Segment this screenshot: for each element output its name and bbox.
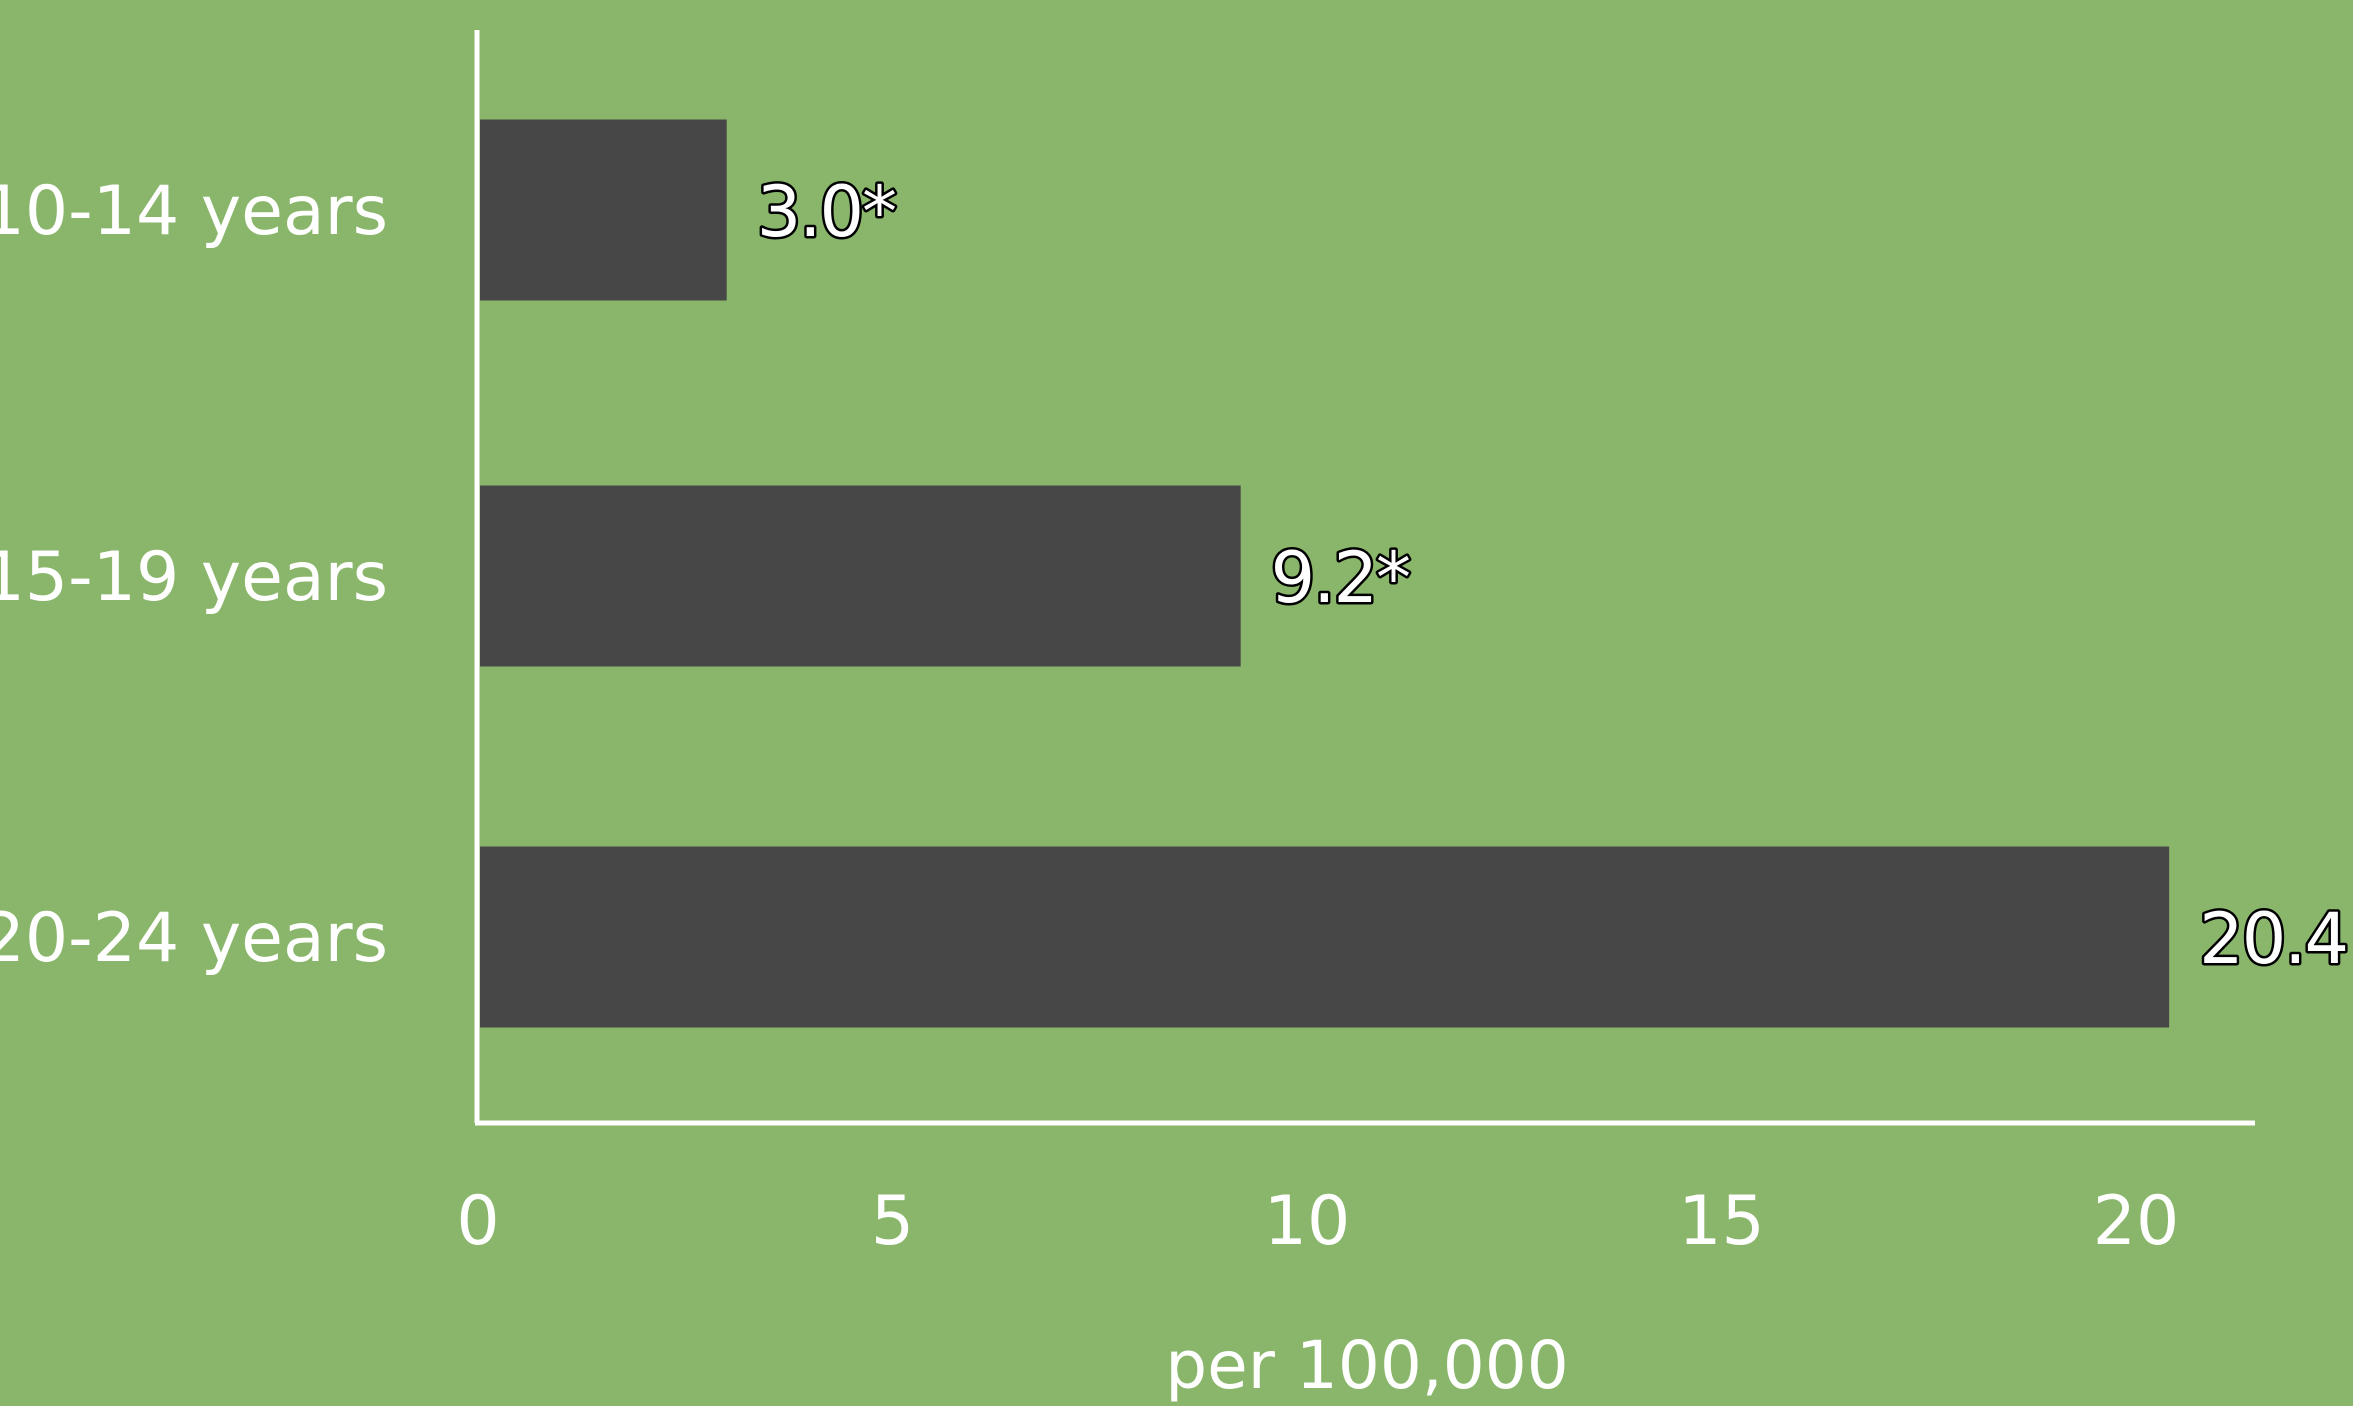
x-tick-label: 5 <box>871 1182 914 1261</box>
value-label: 3.0* <box>757 171 895 253</box>
x-tick-label: 20 <box>2093 1182 2180 1261</box>
axes-layer <box>474 30 2255 1126</box>
x-tick-label: 15 <box>1678 1182 1765 1261</box>
category-label: 10-14 years <box>0 172 388 251</box>
bar-10-14-years <box>480 119 727 301</box>
x-tick-labels: 0 5 10 15 20 <box>456 1182 2179 1261</box>
x-axis-title: per 100,000 <box>1165 1327 1569 1404</box>
category-label: 20-24 years <box>0 899 388 978</box>
bar-15-19-years <box>480 485 1241 667</box>
x-tick-label: 0 <box>456 1182 499 1261</box>
bar-20-24-years <box>480 846 2170 1028</box>
x-tick-label: 10 <box>1264 1182 1351 1261</box>
labels-layer: 10-14 years 3.0* 15-19 years 9.2* 20-24 year… <box>0 169 2352 983</box>
value-label: 20.4 <box>2199 898 2347 980</box>
value-label: 9.2* <box>1271 537 1409 619</box>
category-label: 15-19 years <box>0 538 388 617</box>
bars-layer <box>480 119 2170 1028</box>
